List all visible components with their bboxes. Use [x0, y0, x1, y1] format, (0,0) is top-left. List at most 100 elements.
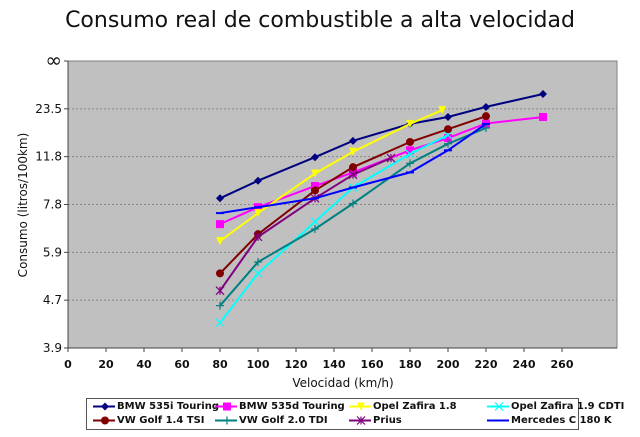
- data-point-vw-golf-1-4-tsi: [349, 163, 357, 172]
- plot-area: [67, 60, 618, 349]
- x-tick-label: 240: [513, 358, 536, 371]
- series-line-opel-zafira-1-8: [219, 109, 443, 242]
- legend-label: BMW 535d Touring: [239, 401, 345, 412]
- x-tick-label: 120: [285, 358, 308, 371]
- legend-item-prius: Prius: [349, 415, 402, 426]
- legend-swatch: [487, 402, 509, 411]
- data-point-bmw-535d-touring: [311, 182, 319, 191]
- x-tick-label: 40: [136, 358, 152, 371]
- y-tick-label: 3.9: [43, 341, 62, 355]
- x-tick-label: 180: [399, 358, 422, 371]
- x-tick-label: 60: [174, 358, 190, 371]
- data-point-opel-zafira-1-9-cdti: [443, 130, 453, 140]
- legend: BMW 535i Touring BMW 535d Touring Opel Zaf…: [86, 398, 624, 430]
- data-point-bmw-535i-touring: [311, 153, 319, 162]
- legend-swatch: [349, 416, 371, 425]
- legend-label: Mercedes C 180 K: [511, 415, 612, 426]
- y-axis-label: Consumo (litros/100km): [16, 133, 30, 278]
- x-tick-label: 260: [551, 358, 574, 371]
- y-tick-label: 5.9: [43, 245, 62, 259]
- legend-swatch: [93, 402, 115, 411]
- data-point-opel-zafira-1-9-cdti: [215, 318, 225, 328]
- data-point-prius: [348, 170, 358, 180]
- data-point-bmw-535i-touring: [216, 194, 224, 203]
- data-point-vw-golf-2-0-tdi: [311, 224, 319, 233]
- x-axis-label: Velocidad (km/h): [292, 376, 393, 390]
- legend-label: Prius: [373, 415, 402, 426]
- y-ticks: ∞ 23.5 11.8 7.8 5.9 4.7 3.9: [35, 48, 68, 355]
- data-point-vw-golf-2-0-tdi: [349, 199, 357, 208]
- data-point-bmw-535d-touring: [216, 220, 224, 229]
- data-point-opel-zafira-1-9-cdti: [405, 149, 415, 159]
- legend-label: VW Golf 2.0 TDI: [239, 415, 328, 426]
- data-point-vw-golf-2-0-tdi: [216, 301, 224, 310]
- legend-swatch: [487, 419, 509, 422]
- series-bmw-535i-touring: [216, 90, 547, 203]
- data-point-bmw-535d-touring: [539, 112, 547, 121]
- data-point-bmw-535d-touring: [406, 146, 414, 155]
- data-point-opel-zafira-1-8: [438, 106, 447, 115]
- data-point-vw-golf-2-0-tdi: [254, 257, 262, 266]
- series-line-bmw-535i-touring: [219, 93, 544, 200]
- data-point-vw-golf-1-4-tsi: [311, 186, 319, 195]
- data-point-vw-golf-1-4-tsi: [216, 269, 224, 278]
- chart-title: Consumo real de combustible a alta veloc…: [65, 8, 575, 33]
- data-point-bmw-535i-touring: [482, 102, 490, 111]
- data-point-bmw-535i-touring: [539, 90, 547, 99]
- series-line-opel-zafira-1-9-cdti: [219, 134, 449, 324]
- data-point-opel-zafira-1-8: [406, 119, 414, 128]
- legend-item-opel-zafira-1-9-cdti: Opel Zafira 1.9 CDTI: [487, 401, 624, 412]
- data-point-bmw-535i-touring: [254, 176, 262, 185]
- data-point-bmw-535d-touring: [444, 134, 452, 143]
- legend-swatch: [93, 416, 115, 425]
- data-point-opel-zafira-1-8: [349, 147, 357, 156]
- legend-marker: [223, 416, 231, 425]
- legend-swatch: [215, 416, 237, 425]
- legend-marker: [356, 416, 366, 425]
- legend-marker: [357, 402, 365, 411]
- y-tick-label: 4.7: [43, 293, 62, 307]
- x-tick-label: 200: [437, 358, 460, 371]
- x-tick-label: 140: [323, 358, 346, 371]
- legend-label: Opel Zafira 1.9 CDTI: [511, 401, 625, 412]
- legend-label: BMW 535i Touring: [117, 401, 219, 412]
- legend-marker: [494, 402, 504, 411]
- legend-label: VW Golf 1.4 TSI: [117, 415, 205, 426]
- legend-item-bmw-535d-touring: BMW 535d Touring: [215, 401, 345, 412]
- legend-item-opel-zafira-1-8: Opel Zafira 1.8: [349, 401, 457, 412]
- x-tick-label: 220: [475, 358, 498, 371]
- series-mercedes-c-180-k: [216, 122, 490, 215]
- legend-swatch: [349, 402, 371, 411]
- x-ticks: 0 20 40 60 80 100 120 140 160 180 200 220 240 260: [64, 348, 574, 371]
- data-point-vw-golf-2-0-tdi: [406, 159, 414, 168]
- legend-item-mercedes-c-180-k: Mercedes C 180 K: [487, 415, 612, 426]
- legend-item-bmw-535i-touring: BMW 535i Touring: [93, 401, 219, 412]
- data-point-opel-zafira-1-9-cdti: [310, 217, 320, 227]
- gridlines: [68, 108, 617, 301]
- data-point-vw-golf-1-4-tsi: [406, 137, 414, 146]
- y-tick-label: 11.8: [35, 150, 62, 164]
- data-point-opel-zafira-1-8: [254, 209, 262, 218]
- legend-item-vw-golf-2-0-tdi: VW Golf 2.0 TDI: [215, 415, 328, 426]
- legend-marker: [101, 416, 109, 425]
- legend-item-vw-golf-1-4-tsi: VW Golf 1.4 TSI: [93, 415, 205, 426]
- data-point-opel-zafira-1-9-cdti: [253, 268, 263, 278]
- data-point-vw-golf-1-4-tsi: [482, 112, 490, 121]
- legend-marker: [101, 402, 109, 411]
- data-point-prius: [253, 232, 263, 242]
- x-tick-label: 100: [247, 358, 270, 371]
- series-group: [215, 90, 547, 328]
- series-vw-golf-2-0-tdi: [216, 123, 490, 310]
- data-point-opel-zafira-1-8: [216, 237, 224, 246]
- x-tick-label: 160: [361, 358, 384, 371]
- data-point-vw-golf-1-4-tsi: [444, 125, 452, 134]
- legend-swatch: [215, 402, 237, 411]
- x-tick-label: 80: [212, 358, 228, 371]
- data-point-bmw-535i-touring: [349, 136, 357, 145]
- data-point-prius: [215, 286, 225, 296]
- data-point-opel-zafira-1-8: [311, 169, 319, 178]
- y-tick-label: 23.5: [35, 102, 62, 116]
- data-point-vw-golf-2-0-tdi: [482, 123, 490, 132]
- data-point-vw-golf-2-0-tdi: [444, 139, 452, 148]
